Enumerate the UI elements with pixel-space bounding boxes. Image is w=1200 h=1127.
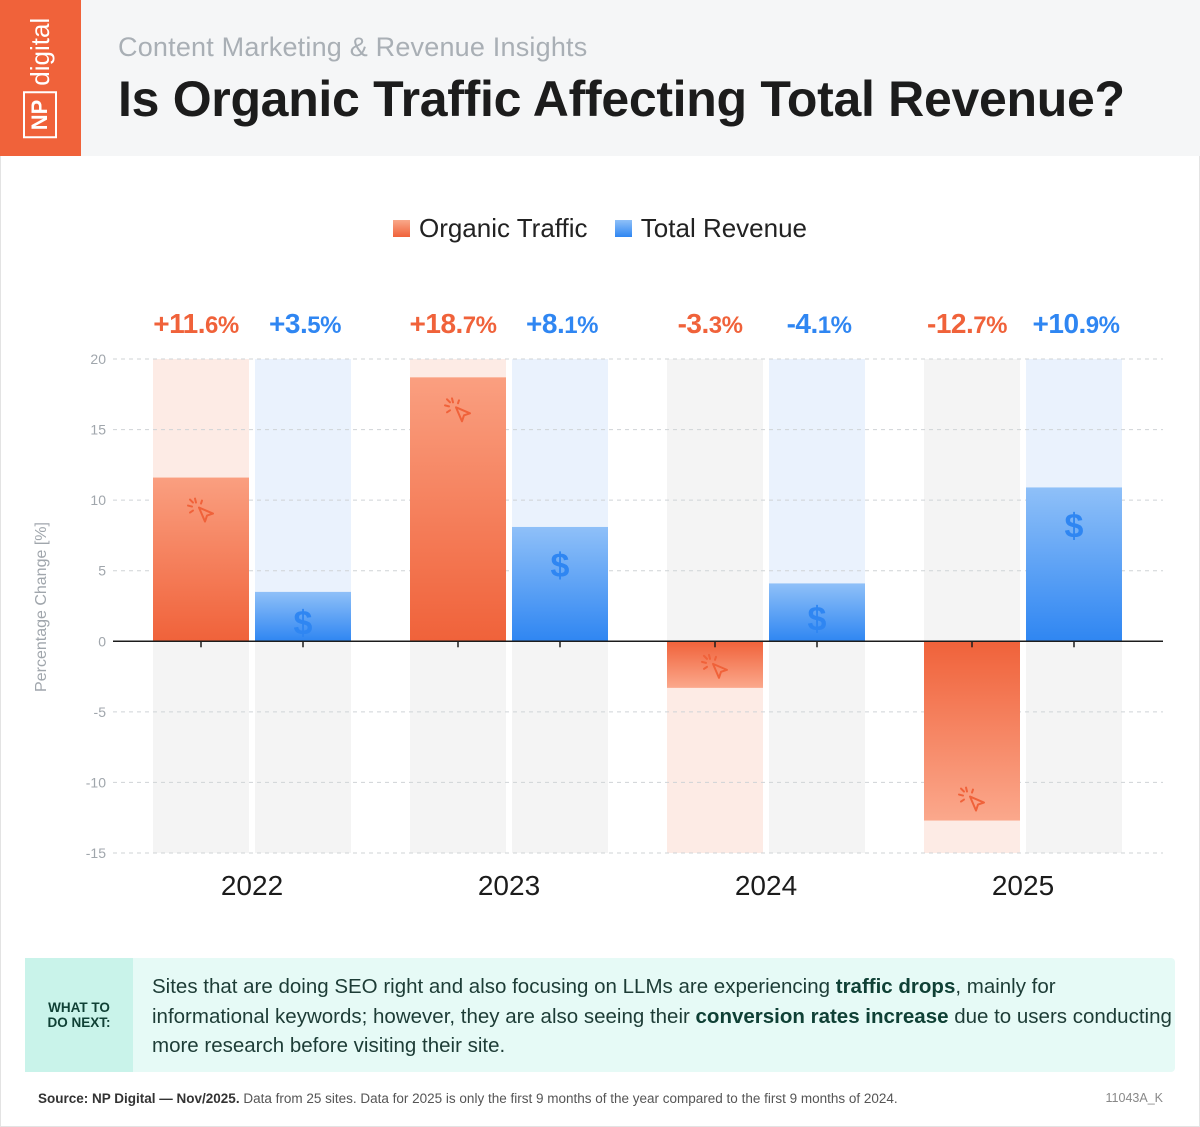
y-tick-label: -10 [86,774,106,790]
x-category-label: 2022 [220,870,284,901]
bar-total-revenue [1026,487,1122,642]
tip-bold-1: traffic drops [835,975,956,998]
bar-organic-traffic [410,377,506,642]
organic-change-label: +18.7% [409,308,497,339]
page-title: Is Organic Traffic Affecting Total Reven… [118,71,1125,127]
revenue-change-label: +10.9% [1032,308,1120,339]
legend-item-revenue: Total Revenue [614,213,808,244]
legend-label-revenue: Total Revenue [640,213,808,243]
np-digital-logo: NP digital [0,0,81,156]
what-to-do-next-box: WHAT TO DO NEXT: Sites that are doing SE… [25,958,1175,1072]
bar-chart: 20 15 10 5 0 -5 -10 -15 $ $ $ $ [86,351,1163,861]
bar-total-revenue [255,591,351,642]
y-tick-label: 10 [90,492,106,508]
dollar-icon: $ [551,547,570,585]
bar-background-lower [153,641,249,853]
dollar-icon: $ [808,600,827,638]
revenue-change-label: -4.1% [786,308,852,339]
tip-text-1: Sites that are doing SEO right and also … [152,975,836,998]
y-tick-label: 5 [98,563,106,579]
bar-total-revenue [769,583,865,642]
page-subtitle: Content Marketing & Revenue Insights [118,32,588,62]
tip-text: Sites that are doing SEO right and also … [152,972,1172,1061]
y-tick-label: -15 [86,845,106,861]
bar-organic-traffic [153,477,249,642]
organic-change-label: -12.7% [927,308,1007,339]
bar-background-lower [512,641,608,853]
cursor-click-icon [187,497,214,523]
cursor-click-icon [701,653,728,679]
bar-background-lower [255,641,351,853]
revenue-change-label: +8.1% [526,308,598,339]
x-category-label: 2024 [734,870,798,901]
tip-label-box: WHAT TO DO NEXT: [25,958,133,1072]
revenue-change-label: +3.5% [269,308,341,339]
chart-legend: Organic Traffic Total Revenue [0,213,1200,244]
dollar-icon: $ [294,605,313,643]
tip-bold-2: conversion rates increase [695,1004,949,1028]
source-text: Data from 25 sites. Data for 2025 is onl… [239,1091,898,1106]
bar-background-lower [410,641,506,853]
source-bold: Source: NP Digital — Nov/2025. [38,1091,240,1106]
cursor-click-icon [444,397,471,423]
bar-organic-traffic [924,641,1020,821]
legend-label-organic: Organic Traffic [418,213,588,243]
y-tick-label: 0 [98,633,106,649]
cursor-click-icon [958,786,985,812]
source-footer: Source: NP Digital — Nov/2025. Data from… [38,1091,898,1106]
header: NP digital Content Marketing & Revenue I… [0,0,1200,156]
x-category-label: 2023 [477,870,541,901]
y-tick-label: -5 [94,704,107,720]
tip-text-3: due to users conducting more research be… [152,1004,1172,1058]
y-tick-label: 15 [90,422,106,438]
legend-swatch-revenue [614,220,632,237]
x-category-label: 2025 [991,870,1055,901]
bar-background-lower [769,641,865,853]
legend-swatch-organic [392,220,410,237]
bar-background-lower [1026,641,1122,853]
bar-total-revenue [512,526,608,642]
dollar-icon: $ [1065,507,1084,545]
y-tick-label: 20 [90,351,106,367]
graphic-code: 11043A_K [1105,1091,1163,1105]
tip-label: WHAT TO DO NEXT: [47,1000,111,1030]
legend-item-organic: Organic Traffic [392,213,588,244]
organic-change-label: +11.6% [153,308,239,339]
organic-change-label: -3.3% [677,308,743,339]
tip-text-2: , mainly for informational keywords; how… [152,975,1056,1028]
